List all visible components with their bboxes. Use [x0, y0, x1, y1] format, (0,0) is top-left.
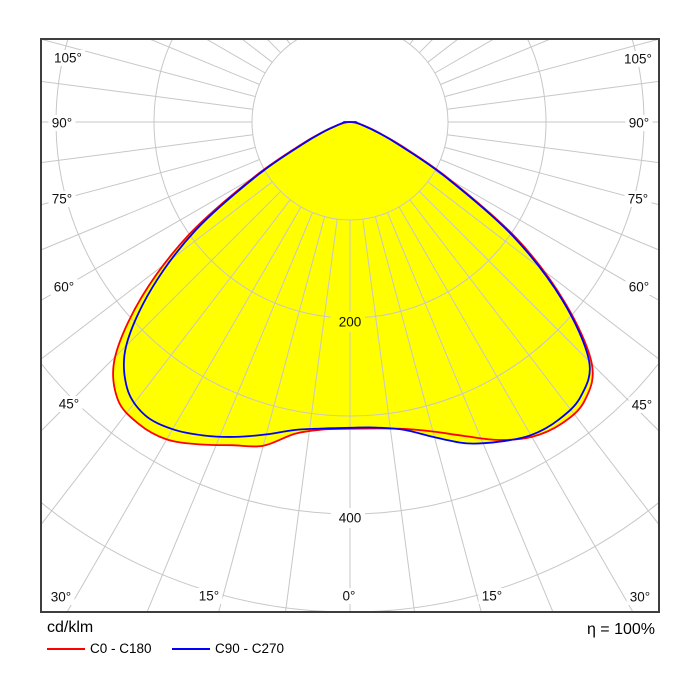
- angle-label-bg: [625, 115, 653, 131]
- radial-line: [42, 181, 273, 359]
- legend-label-c90-c270: C90 - C270: [215, 641, 285, 656]
- angle-label-bg: [628, 397, 656, 413]
- radial-line: [444, 40, 658, 98]
- legend-item-c90-c270: C90 - C270: [172, 640, 312, 658]
- angle-label: 30°: [51, 590, 71, 605]
- radial-line: [447, 134, 658, 164]
- radial-line: [42, 190, 282, 431]
- radial-line: [409, 40, 414, 45]
- radial-line: [150, 40, 260, 85]
- plot-frame: [40, 38, 660, 613]
- radial-line: [267, 40, 282, 54]
- radial-line: [418, 190, 658, 431]
- radial-line: [42, 199, 291, 525]
- radial-line: [42, 170, 266, 301]
- angle-label: 0°: [343, 589, 356, 604]
- radial-line: [434, 40, 494, 74]
- legend-item-c0-c180: C0 - C180: [47, 640, 172, 658]
- angle-labels: 105° 90° 75° 60° 45° 30° 15° 0° 15° 30° 45° 60° 75° 9…: [47, 50, 656, 605]
- angle-label-bg: [48, 115, 76, 131]
- angle-label: 90°: [52, 116, 72, 131]
- fill-blue-region: [123, 122, 590, 444]
- curve-c90-c270: [122, 121, 591, 445]
- angle-label-bg: [55, 396, 83, 412]
- angle-label-bg: [48, 191, 76, 207]
- radial-line: [374, 216, 482, 611]
- radial-line: [440, 159, 658, 251]
- legend-line-blue-icon: [172, 648, 210, 650]
- unit-label: cd/klm: [47, 619, 94, 636]
- angle-label-bg: [339, 588, 359, 604]
- radial-line: [42, 134, 253, 164]
- angle-label: 90°: [629, 116, 649, 131]
- radial-line: [418, 40, 433, 54]
- angle-label-bg: [195, 588, 223, 604]
- radial-line: [427, 181, 658, 359]
- angle-label: 45°: [632, 398, 652, 413]
- efficiency-label: η = 100%: [586, 621, 655, 638]
- angle-label: 75°: [52, 192, 72, 207]
- radial-line: [362, 219, 415, 611]
- angle-label-bg: [624, 191, 652, 207]
- legend-label-c0-c180: C0 - C180: [90, 641, 152, 656]
- radial-line: [444, 146, 658, 206]
- angle-label: 75°: [628, 192, 648, 207]
- ring-200: [153, 40, 547, 318]
- angle-label-bg: [51, 50, 85, 66]
- angle-label: 15°: [199, 589, 219, 604]
- angle-label-bg: [625, 279, 653, 295]
- angle-label: 60°: [629, 280, 649, 295]
- angle-label: 105°: [624, 52, 652, 67]
- radial-line: [42, 159, 260, 251]
- radial-line: [434, 170, 658, 301]
- radial-line: [42, 146, 256, 206]
- angle-label-bg: [47, 589, 75, 605]
- radial-line: [286, 40, 291, 45]
- radial-line: [218, 216, 326, 611]
- ring-label-200: 200: [339, 315, 362, 330]
- angle-label-bg: [50, 279, 78, 295]
- angle-label-bg: [621, 51, 655, 67]
- angle-label: 60°: [54, 280, 74, 295]
- radial-line: [42, 80, 253, 110]
- angle-label-bg: [478, 588, 506, 604]
- radial-line: [440, 40, 550, 85]
- angle-label: 15°: [482, 589, 502, 604]
- legend-line-red-icon: [47, 648, 85, 650]
- ring-label-400: 400: [339, 511, 362, 526]
- radial-line: [409, 199, 658, 525]
- angle-label: 30°: [630, 590, 650, 605]
- radial-line: [42, 40, 256, 98]
- radial-line: [146, 212, 313, 611]
- radial-line: [447, 80, 658, 110]
- angle-label: 105°: [54, 51, 82, 66]
- radial-line: [387, 212, 554, 611]
- angle-label-bg: [626, 589, 654, 605]
- radial-line: [206, 40, 266, 74]
- radial-line: [285, 219, 338, 611]
- angle-label: 45°: [59, 397, 79, 412]
